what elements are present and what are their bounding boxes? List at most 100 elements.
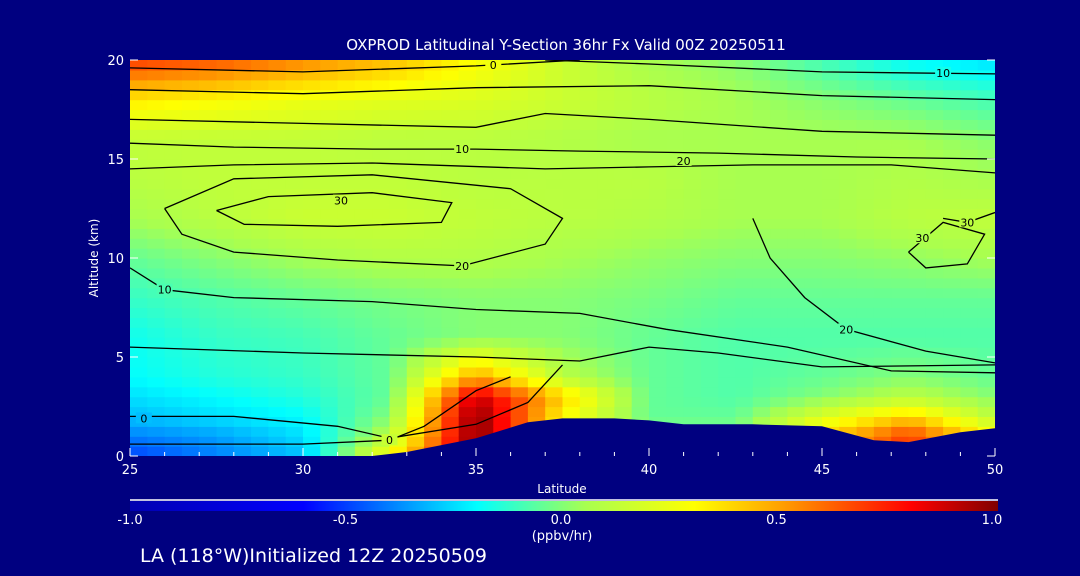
heatmap-cell: [337, 238, 356, 249]
heatmap-cell: [285, 109, 304, 120]
heatmap-cell: [216, 228, 235, 239]
heatmap-cell: [977, 208, 995, 219]
heatmap-cell: [960, 89, 979, 101]
heatmap-cell: [822, 287, 840, 299]
heatmap-cell: [631, 347, 650, 358]
heatmap-cell: [320, 406, 339, 417]
heatmap-cell: [943, 297, 961, 309]
heatmap-cell: [130, 139, 148, 150]
heatmap-cell: [787, 267, 806, 279]
heatmap-cell: [337, 366, 356, 378]
heatmap-cell: [130, 287, 148, 299]
heatmap-cell: [752, 99, 771, 111]
contour-label: 20: [455, 260, 469, 273]
heatmap-cell: [441, 228, 460, 239]
heatmap-cell: [354, 317, 373, 328]
heatmap-cell: [718, 277, 737, 289]
heatmap-cell: [873, 178, 892, 190]
heatmap-cell: [614, 357, 633, 368]
heatmap-cell: [649, 109, 667, 120]
contour-line: [545, 60, 995, 75]
heatmap-cell: [614, 297, 633, 309]
heatmap-cell: [943, 376, 961, 388]
heatmap-cell: [787, 119, 806, 130]
heatmap-cell: [233, 366, 252, 378]
heatmap-cell: [510, 327, 529, 338]
heatmap-cell: [683, 258, 702, 269]
heatmap-cell: [856, 198, 875, 210]
heatmap-cell: [579, 168, 598, 180]
heatmap-cell: [770, 228, 788, 239]
heatmap-cell: [943, 168, 961, 180]
heatmap-cell: [873, 337, 892, 348]
heatmap-cell: [130, 149, 148, 160]
heatmap-cell: [804, 337, 823, 348]
heatmap-cell: [337, 79, 356, 91]
heatmap-cell: [597, 149, 615, 160]
heatmap-cell: [977, 218, 995, 229]
heatmap-cell: [233, 228, 252, 239]
heatmap-cell: [372, 287, 391, 299]
heatmap-cell: [891, 258, 910, 269]
heatmap-cell: [700, 337, 719, 348]
heatmap-cell: [752, 228, 771, 239]
heatmap-cell: [476, 258, 494, 269]
heatmap-cell: [389, 139, 408, 150]
heatmap-cell: [666, 386, 685, 398]
heatmap-cell: [943, 258, 961, 269]
heatmap-cell: [303, 406, 321, 417]
heatmap-cell: [181, 109, 200, 120]
heatmap-cell: [597, 139, 615, 150]
heatmap-cell: [251, 89, 269, 101]
heatmap-cell: [804, 228, 823, 239]
heatmap-cell: [147, 188, 166, 200]
heatmap-cell: [752, 218, 771, 229]
heatmap-cell: [666, 376, 685, 388]
heatmap-cell: [735, 198, 754, 210]
heatmap-cell: [735, 386, 754, 398]
heatmap-cell: [597, 337, 615, 348]
heatmap-cell: [683, 337, 702, 348]
heatmap-cell: [199, 258, 218, 269]
heatmap-cell: [822, 109, 840, 120]
heatmap-cell: [718, 60, 737, 71]
heatmap-cell: [476, 89, 494, 101]
heatmap-cell: [372, 129, 391, 140]
heatmap-cell: [649, 287, 667, 299]
contour-label: 0: [140, 412, 147, 425]
heatmap-cell: [233, 436, 252, 447]
heatmap-cell: [303, 129, 321, 140]
heatmap-cell: [943, 60, 961, 71]
heatmap-cell: [130, 99, 148, 111]
heatmap-cell: [441, 60, 460, 71]
heatmap-cell: [406, 129, 425, 140]
heatmap-cell: [752, 258, 771, 269]
heatmap-cell: [839, 297, 858, 309]
heatmap-cell: [597, 357, 615, 368]
heatmap-cell: [752, 357, 771, 368]
heatmap-cell: [856, 248, 875, 259]
heatmap-cell: [320, 436, 339, 447]
heatmap-cell: [510, 198, 529, 210]
heatmap-cell: [891, 376, 910, 388]
x-axis-label: Latitude: [537, 482, 586, 496]
heatmap-cell: [666, 248, 685, 259]
heatmap-cell: [476, 228, 494, 239]
heatmap-cell: [510, 267, 529, 279]
heatmap-cell: [372, 218, 391, 229]
heatmap-cell: [787, 248, 806, 259]
heatmap-cell: [493, 258, 512, 269]
heatmap-cell: [908, 238, 927, 249]
heatmap-cell: [493, 297, 512, 309]
heatmap-cell: [718, 238, 737, 249]
heatmap-cell: [700, 396, 719, 408]
heatmap-cell: [925, 297, 944, 309]
heatmap-cell: [752, 79, 771, 91]
heatmap-cell: [666, 198, 685, 210]
heatmap-cell: [372, 416, 391, 427]
heatmap-cell: [770, 376, 788, 388]
heatmap-cell: [700, 149, 719, 160]
heatmap-cell: [285, 119, 304, 130]
colorbar-tick-label: 0.0: [551, 513, 572, 528]
heatmap-cell: [597, 218, 615, 229]
